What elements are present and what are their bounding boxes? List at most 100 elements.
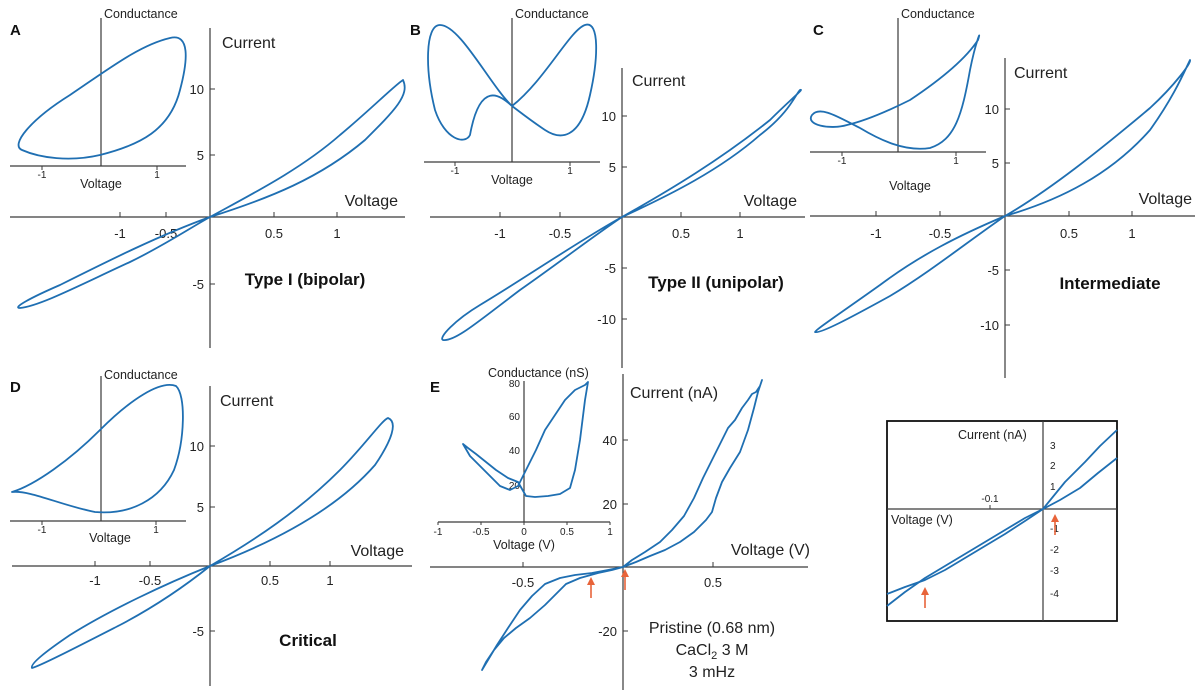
panel-c-inset-conductance-curve: [809, 34, 981, 150]
panel-a-xtick-label: 1: [333, 226, 340, 241]
panel-c-ytick-label: 5: [992, 156, 999, 171]
panel-d-xtick-label: -1: [89, 573, 101, 588]
panel-c-iv-curve: [814, 59, 1191, 333]
panel-f-ytick-label: -3: [1050, 566, 1059, 577]
panel-c-xtick-label: 1: [1128, 226, 1135, 241]
panel-a-title: Type I (bipolar): [245, 270, 366, 289]
panel-b-ytick-label: -5: [604, 261, 616, 276]
panel-f-frame: [886, 420, 1118, 622]
panel-a-ylabel: Current: [222, 35, 276, 52]
panel-e-inset-xlabel: Voltage (V): [493, 538, 555, 552]
panel-b-inset-ylabel: Conductance: [515, 7, 589, 21]
panel-e-inset-ytick-label: 80: [509, 379, 521, 390]
panel-f-curve-lower: [886, 429, 1118, 595]
panel-a-inset-xlabel: Voltage: [80, 177, 122, 191]
panel-e-inset-xtick-label: 0: [521, 527, 527, 538]
panel-b-xtick-label: 0.5: [672, 226, 690, 241]
panel-d-letter: D: [10, 379, 21, 396]
panel-b-inset: -1 1 Voltage Conductance: [424, 7, 600, 187]
panel-a-inset: -1 1 Voltage Conductance: [10, 7, 187, 191]
panel-d-inset-xlabel: Voltage: [89, 531, 131, 545]
panel-e-ylabel: Current (nA): [630, 385, 718, 402]
panel-d: D -1 -0.5 0.5 1 10 5 -5 Current Voltage …: [10, 368, 412, 686]
panel-e-inset-ytick-label: 60: [509, 412, 521, 423]
panel-e-inset-xtick-label: -0.5: [472, 527, 490, 538]
panel-e-xtick-label: -0.5: [512, 575, 534, 590]
panel-e-arrowhead-left: [587, 577, 595, 585]
panel-b-ytick-label: 5: [609, 160, 616, 175]
panel-a: A -1 -0.5 0.5 1 10 5 -5 Current Voltage …: [10, 7, 406, 348]
panel-d-xtick-label: -0.5: [139, 573, 161, 588]
panel-e-inset-ytick-label: 40: [509, 446, 521, 457]
panel-e-note-subscript: 2: [711, 650, 717, 662]
panel-e-iv-curve: [481, 379, 763, 671]
panel-e-xtick-label: 0.5: [704, 575, 722, 590]
panel-a-xtick-label: -1: [114, 226, 126, 241]
panel-c-inset-xlabel: Voltage: [889, 179, 931, 193]
panel-a-inset-xtick-label: -1: [38, 170, 47, 181]
panel-c-ytick-label: -10: [980, 318, 999, 333]
panel-c-letter: C: [813, 22, 824, 39]
panel-d-inset: -1 1 Voltage Conductance: [10, 368, 186, 545]
panel-f-ytick-label: 3: [1050, 441, 1056, 452]
panel-e-note-conc: 3 M: [717, 642, 748, 659]
panel-d-ylabel: Current: [220, 393, 274, 410]
panel-e-note-salt: CaCl: [676, 642, 712, 659]
panel-b: B -1 -0.5 0.5 1 10 5 -5 -10 Current Volt…: [410, 7, 805, 368]
panel-f-xtick-label: -0.1: [981, 494, 999, 505]
panel-c-inset-ylabel: Conductance: [901, 7, 975, 21]
panel-e-xlabel: Voltage (V): [731, 542, 810, 559]
panel-e-ytick-label: 40: [603, 433, 617, 448]
panel-e-note-line-2: CaCl2 3 M: [676, 642, 749, 662]
panel-b-ytick-label: 10: [602, 109, 616, 124]
panel-c-inset-xtick-label: -1: [838, 156, 847, 167]
panel-d-xtick-label: 0.5: [261, 573, 279, 588]
panel-d-inset-conductance-curve: [11, 384, 184, 514]
panel-f-ylabel: Current (nA): [958, 428, 1027, 442]
panel-b-iv-curve: [441, 88, 802, 341]
panel-d-iv-curve: [31, 417, 394, 669]
panel-a-xtick-label: 0.5: [265, 226, 283, 241]
panel-c: C -1 -0.5 0.5 1 10 5 -5 -10 Current Volt…: [809, 7, 1195, 378]
panel-e-note-line-3: 3 mHz: [689, 664, 735, 681]
panel-e-inset-ylabel: Conductance (nS): [488, 366, 589, 380]
panel-e-inset-conductance-curve: [462, 381, 589, 498]
panel-a-xlabel: Voltage: [345, 193, 398, 210]
panel-f-ytick-label: -4: [1050, 589, 1059, 600]
panel-d-xlabel: Voltage: [351, 543, 404, 560]
panel-d-inset-ylabel: Conductance: [104, 368, 178, 382]
panel-e-inset-ytick-label: 20: [509, 481, 521, 492]
panel-c-xtick-label: -0.5: [929, 226, 951, 241]
panel-c-inset: -1 1 Voltage Conductance: [809, 7, 986, 193]
panel-b-xtick-label: -0.5: [549, 226, 571, 241]
panel-a-ytick-label: 5: [197, 148, 204, 163]
panel-a-letter: A: [10, 22, 21, 39]
panel-e-arrowhead-right: [621, 569, 629, 577]
panel-b-ylabel: Current: [632, 73, 686, 90]
panel-e-inset: -1 -0.5 0 0.5 1 20 40 60 80 Voltage (V) …: [434, 366, 614, 552]
panel-c-xlabel: Voltage: [1139, 191, 1192, 208]
panel-d-inset-xtick-label: 1: [153, 525, 159, 536]
panel-a-iv-curve: [17, 79, 406, 309]
panel-a-inset-conductance-curve: [17, 36, 187, 160]
panel-e-ytick-label: -20: [598, 624, 617, 639]
panel-f-curve-upper: [886, 457, 1118, 607]
panel-a-inset-xtick-label: 1: [154, 170, 160, 181]
panel-e-letter: E: [430, 379, 440, 396]
panel-f-zoom: -0.1 3 2 1 -1 -2 -3 -4 Current (nA) Volt…: [886, 420, 1118, 622]
panel-c-title: Intermediate: [1059, 274, 1160, 293]
panel-f-xlabel: Voltage (V): [891, 513, 953, 527]
panel-c-ytick-label: -5: [987, 263, 999, 278]
panel-f-arrowhead-right: [1051, 514, 1059, 522]
panel-c-xtick-label: 0.5: [1060, 226, 1078, 241]
panel-d-inset-xtick-label: -1: [38, 525, 47, 536]
panel-d-title: Critical: [279, 631, 337, 650]
panel-b-ytick-label: -10: [597, 312, 616, 327]
panel-a-inset-ylabel: Conductance: [104, 7, 178, 21]
panel-e-inset-xtick-label: 0.5: [560, 527, 574, 538]
panel-b-letter: B: [410, 22, 421, 39]
panel-e-inset-xtick-label: -1: [434, 527, 443, 538]
panel-b-title: Type II (unipolar): [648, 273, 784, 292]
panel-b-xlabel: Voltage: [744, 193, 797, 210]
